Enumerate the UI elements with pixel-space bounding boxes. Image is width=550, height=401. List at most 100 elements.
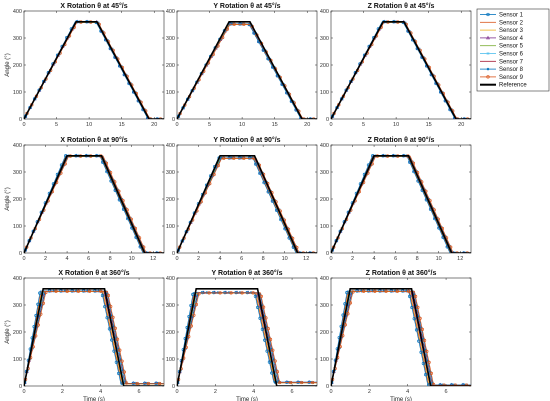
- reference-line: [177, 288, 317, 386]
- series-group: [24, 288, 164, 386]
- series-marker-8: [261, 304, 264, 308]
- series-marker-9: [222, 156, 226, 160]
- y-tick-label: 0: [326, 384, 329, 390]
- series-marker-9: [264, 316, 268, 320]
- series-marker-9: [111, 315, 115, 320]
- series-marker-9: [157, 381, 162, 386]
- x-tick-label: 0: [22, 122, 25, 128]
- y-tick-label: 200: [320, 63, 329, 69]
- legend-marker-9: [486, 75, 490, 79]
- y-tick-label: 300: [13, 36, 22, 42]
- series-marker-8: [112, 325, 116, 329]
- y-tick-label: 100: [166, 90, 175, 96]
- series-group: [331, 153, 471, 253]
- subplot-title: Y Rotation θ at 360°/s: [211, 269, 282, 277]
- y-tick-label: 0: [326, 251, 329, 257]
- x-tick-label: 6: [445, 389, 448, 395]
- y-tick-label: 200: [320, 330, 329, 336]
- x-tick-label: 0: [175, 122, 178, 128]
- x-tick-label: 2: [351, 256, 354, 262]
- series-marker-9: [192, 313, 196, 317]
- series-group: [177, 288, 317, 386]
- x-tick-label: 4: [66, 256, 69, 262]
- y-tick-label: 300: [320, 170, 329, 176]
- series-marker-9: [373, 289, 377, 293]
- series-marker-1: [107, 327, 112, 331]
- series-marker-1: [263, 338, 267, 342]
- x-tick-label: 4: [406, 389, 409, 395]
- series-marker-9: [300, 380, 304, 385]
- y-tick-label: 300: [13, 170, 22, 176]
- series-marker-9: [346, 312, 350, 316]
- y-tick-label: 300: [166, 303, 175, 309]
- y-tick-label: 200: [320, 197, 329, 203]
- y-tick-label: 300: [320, 303, 329, 309]
- series-line-9: [331, 290, 471, 386]
- subplot-9: 0 2 4 6 0 100 200 300 400 Z Rotation θ at 360°/s T…: [320, 269, 472, 401]
- x-tick-label: 4: [219, 256, 222, 262]
- plot-area: [23, 277, 165, 387]
- subplot-title: Y Rotation θ at 45°/s: [213, 2, 280, 10]
- y-tick-label: 400: [166, 9, 175, 15]
- series-marker-1: [117, 371, 121, 375]
- series-marker-1: [421, 361, 426, 366]
- x-tick-label: 0: [329, 389, 332, 395]
- series-marker-9: [118, 348, 122, 352]
- x-tick-label: 0: [329, 256, 332, 262]
- x-tick-label: 0: [175, 256, 178, 262]
- series-marker-9: [113, 326, 117, 330]
- y-tick-label: 200: [166, 197, 175, 203]
- series-marker-9: [384, 289, 388, 293]
- y-tick-label: 100: [320, 357, 329, 363]
- legend-marker-4: [486, 35, 490, 40]
- series-line-9: [24, 290, 164, 386]
- series-marker-1: [114, 360, 119, 364]
- series-marker-9: [271, 348, 275, 352]
- legend-label-7: Sensor 7: [499, 59, 524, 65]
- series-marker-9: [39, 312, 43, 316]
- reference-line: [177, 155, 317, 253]
- series-marker-9: [418, 316, 422, 321]
- y-tick-label: 100: [166, 357, 175, 363]
- series-marker-1: [343, 302, 347, 306]
- x-tick-label: 0: [22, 389, 25, 395]
- x-tick-label: 10: [393, 122, 399, 128]
- series-marker-1: [345, 290, 349, 295]
- series-group: [331, 288, 471, 386]
- x-tick-label: 15: [119, 122, 125, 128]
- x-tick-label: 5: [55, 122, 58, 128]
- reference-line: [331, 155, 471, 253]
- series-marker-1: [419, 350, 423, 354]
- y-tick-label: 0: [19, 251, 22, 257]
- series-marker-8: [263, 315, 267, 318]
- series-marker-9: [194, 302, 198, 307]
- x-tick-label: 2: [44, 256, 47, 262]
- series-marker-9: [197, 292, 201, 296]
- x-tick-label: 4: [99, 389, 102, 395]
- series-marker-8: [270, 347, 274, 351]
- series-marker-9: [442, 383, 446, 386]
- series-marker-1: [270, 199, 275, 203]
- series-marker-1: [258, 316, 262, 320]
- series-marker-9: [87, 289, 92, 293]
- legend-label-2: Sensor 2: [499, 20, 524, 26]
- series-marker-9: [54, 289, 58, 293]
- y-tick-label: 400: [166, 276, 175, 282]
- y-tick-label: 200: [13, 197, 22, 203]
- x-tick-label: 10: [86, 122, 92, 128]
- y-tick-label: 100: [13, 224, 22, 230]
- subplot-8: 0 2 4 6 0 100 200 300 400 Y Rotation θ at 360°/s T…: [166, 269, 318, 401]
- series-marker-8: [413, 293, 416, 297]
- series-marker-9: [240, 291, 244, 295]
- series-marker-1: [258, 171, 262, 176]
- series-group: [331, 19, 471, 119]
- legend-label-3: Sensor 3: [499, 28, 524, 34]
- series-marker-8: [258, 293, 262, 297]
- series-marker-9: [268, 337, 273, 342]
- y-tick-label: 300: [320, 36, 329, 42]
- x-tick-label: 6: [291, 389, 294, 395]
- series-marker-9: [361, 289, 366, 293]
